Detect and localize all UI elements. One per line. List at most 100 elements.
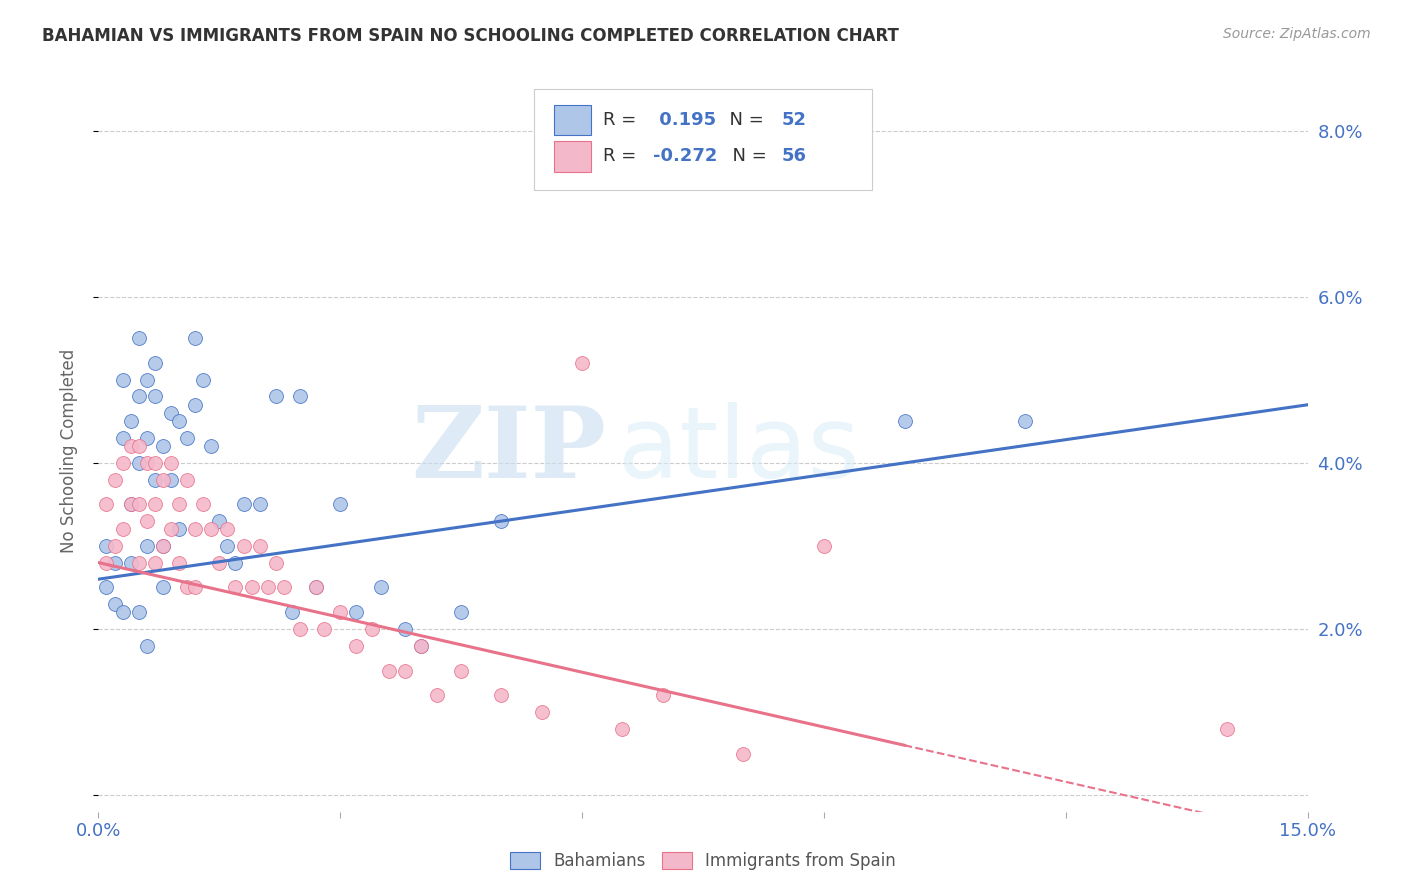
Point [160,522,183,536]
Point [103,539,125,553]
Point [96,556,118,570]
Point [143,389,166,403]
Point [160,456,183,470]
Text: 52: 52 [782,112,807,129]
FancyBboxPatch shape [554,105,591,136]
Point [893,414,915,428]
Point [329,606,352,620]
Point [450,664,472,678]
Point [256,581,278,595]
Point [377,664,399,678]
Point [344,639,367,653]
Text: BAHAMIAN VS IMMIGRANTS FROM SPAIN NO SCHOOLING COMPLETED CORRELATION CHART: BAHAMIAN VS IMMIGRANTS FROM SPAIN NO SCH… [42,27,898,45]
Point [176,431,198,445]
Point [135,539,157,553]
Point [152,581,174,595]
Point [281,606,304,620]
Legend: Bahamians, Immigrants from Spain: Bahamians, Immigrants from Spain [505,847,901,875]
Text: ZIP: ZIP [412,402,606,499]
Point [651,689,673,703]
Point [370,581,392,595]
Point [224,556,246,570]
Point [409,639,432,653]
Point [128,556,150,570]
Point [208,514,231,528]
Point [491,514,513,528]
Point [409,639,432,653]
Point [143,473,166,487]
Point [264,389,287,403]
Point [217,522,239,536]
Point [111,431,134,445]
Point [103,473,125,487]
Point [167,556,190,570]
Point [120,498,142,512]
Point [217,539,239,553]
Point [249,539,271,553]
Point [152,473,174,487]
Point [135,514,157,528]
Point [305,581,328,595]
Point [143,556,166,570]
Point [1216,722,1239,736]
Point [103,556,125,570]
Point [103,597,125,611]
Point [450,606,472,620]
Point [111,606,134,620]
Point [167,498,190,512]
Point [128,498,150,512]
Point [571,165,593,179]
Text: N =: N = [717,112,769,129]
Point [111,456,134,470]
Point [491,689,513,703]
Point [733,747,755,761]
Point [394,622,416,636]
Point [232,498,254,512]
Text: R =: R = [603,147,641,165]
Point [200,439,222,453]
Point [264,556,287,570]
Point [813,539,835,553]
Point [344,606,367,620]
Point [143,456,166,470]
Point [314,622,336,636]
Point [329,498,352,512]
FancyBboxPatch shape [554,141,591,171]
Point [361,622,384,636]
Point [128,606,150,620]
Point [571,356,593,370]
Point [128,456,150,470]
Point [184,581,207,595]
Point [193,373,215,387]
Point [167,522,190,536]
Text: N =: N = [721,147,773,165]
Point [176,581,198,595]
Point [288,622,311,636]
Point [120,439,142,453]
Text: atlas: atlas [619,402,860,499]
Point [176,473,198,487]
Point [288,389,311,403]
Point [273,581,295,595]
Point [143,498,166,512]
Point [135,456,157,470]
Point [96,539,118,553]
Point [160,406,183,420]
Point [152,539,174,553]
Point [96,498,118,512]
Point [249,498,271,512]
Point [224,581,246,595]
Point [530,705,553,719]
Point [240,581,263,595]
Point [200,522,222,536]
Point [193,498,215,512]
Point [167,414,190,428]
Point [120,414,142,428]
Point [120,498,142,512]
Point [184,522,207,536]
Point [160,473,183,487]
Point [152,539,174,553]
Point [143,356,166,370]
Point [208,556,231,570]
Text: -0.272: -0.272 [654,147,718,165]
